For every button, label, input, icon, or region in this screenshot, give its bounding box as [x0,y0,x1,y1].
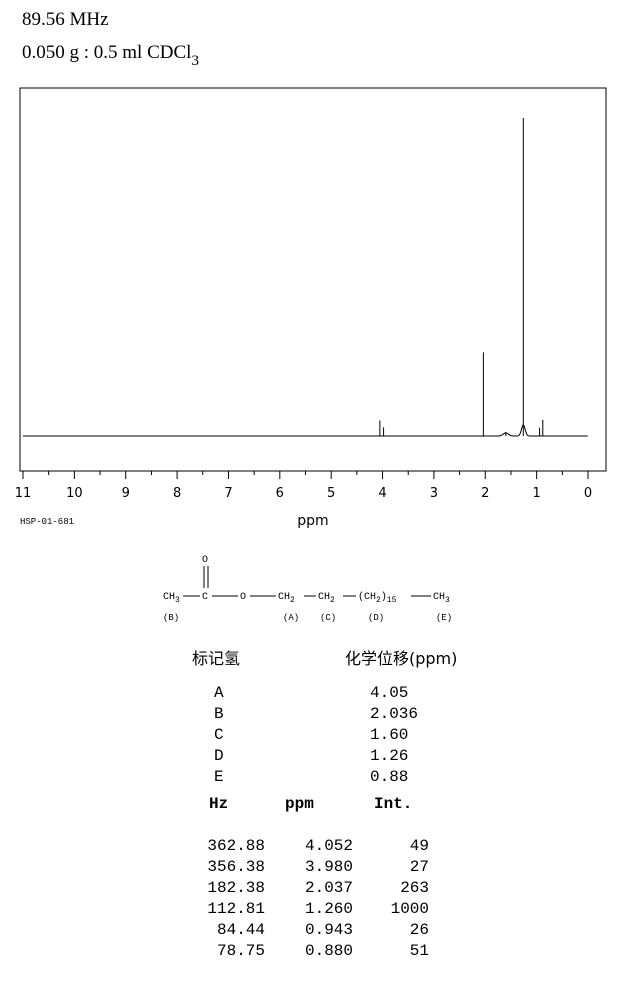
x-tick-label: 6 [276,486,284,501]
sample-conditions: 0.050 g : 0.5 ml CDCl3 [22,42,199,70]
peak-int: 263 [400,879,429,897]
methylene-a: CH2 [278,592,295,605]
x-tick-label: 8 [173,486,181,501]
assignment-label: B [214,705,224,723]
x-tick-label: 10 [66,486,83,501]
methyl-b: CH3 [163,592,180,605]
assignment-label: E [214,768,224,786]
peak-hz: 182.38 [207,879,265,897]
peak-table-header-hz: Hz [209,795,229,813]
peak-ppm: 3.980 [304,858,353,876]
assignment-shift: 0.88 [370,768,409,786]
methyl-e: CH3 [433,592,450,605]
label-c: (C) [320,613,336,623]
x-tick-label: 3 [430,486,438,501]
sample-conditions-text: 0.050 g : 0.5 ml CDCl [22,42,192,63]
label-a: (A) [283,613,299,623]
peak-table-header-int: Int. [374,795,413,813]
carbonyl-oxygen: O [202,555,208,566]
assignment-shift: 1.26 [370,747,409,765]
assignment-shift-header: 化学位移(ppm) [345,649,458,668]
spectrum-peaks [379,118,544,436]
peak-int: 1000 [390,900,429,918]
methylene-c: CH2 [318,592,335,605]
x-axis-label: ppm [297,513,328,529]
x-tick-label: 4 [378,486,386,501]
peak-ppm: 0.880 [304,942,353,960]
peak-hz: 356.38 [207,858,265,876]
spectrum-code: HSP-01-681 [20,517,75,527]
x-axis-tick-labels: 11 10 9 8 7 6 5 4 3 2 1 0 [15,486,592,501]
spectrum-trace [23,424,588,437]
assignment-label: D [214,747,224,765]
x-tick-label: 9 [122,486,130,501]
assignment-shift: 2.036 [370,705,419,723]
carbonyl-carbon: C [202,592,208,603]
methylene-chain-d: (CH2)15 [358,591,397,605]
x-tick-label: 7 [224,486,232,501]
spectrometer-frequency: 89.56 MHz [22,9,109,30]
peak-ppm: 1.260 [304,900,353,918]
peak-hz: 362.88 [207,837,265,855]
peak-hz: 84.44 [216,921,265,939]
assignment-label-header: 标记氢 [192,649,241,668]
assignment-shift: 1.60 [370,726,409,744]
assignment-label: A [214,684,224,702]
nmr-spectrum-chart: 11 10 9 8 7 6 5 4 3 2 1 0 ppm [15,87,607,529]
peak-int: 26 [409,921,429,939]
peak-int: 51 [409,942,429,960]
label-d: (D) [368,613,384,623]
x-axis-ticks [22,471,589,479]
x-tick-label: 2 [481,486,489,501]
peak-ppm: 4.052 [304,837,353,855]
peak-int: 27 [409,858,429,876]
peak-table-header-ppm: ppm [285,795,314,813]
peak-hz: 78.75 [216,942,265,960]
ester-oxygen: O [240,592,246,603]
label-b: (B) [163,613,179,623]
label-e: (E) [436,613,452,623]
x-tick-label: 1 [532,486,540,501]
assignment-label: C [214,726,224,744]
sample-subscript: 3 [191,53,199,69]
x-tick-label: 0 [584,486,592,501]
chemical-structure: O CH3 C O CH2 CH2 (CH2)15 CH3 (B) (A) (C… [163,555,452,623]
x-tick-label: 11 [15,486,32,501]
peak-ppm: 0.943 [304,921,353,939]
x-tick-label: 5 [327,486,335,501]
peak-hz: 112.81 [207,900,265,918]
peak-int: 49 [409,837,429,855]
peak-ppm: 2.037 [304,879,353,897]
assignment-shift: 4.05 [370,684,409,702]
plot-frame [19,87,607,472]
